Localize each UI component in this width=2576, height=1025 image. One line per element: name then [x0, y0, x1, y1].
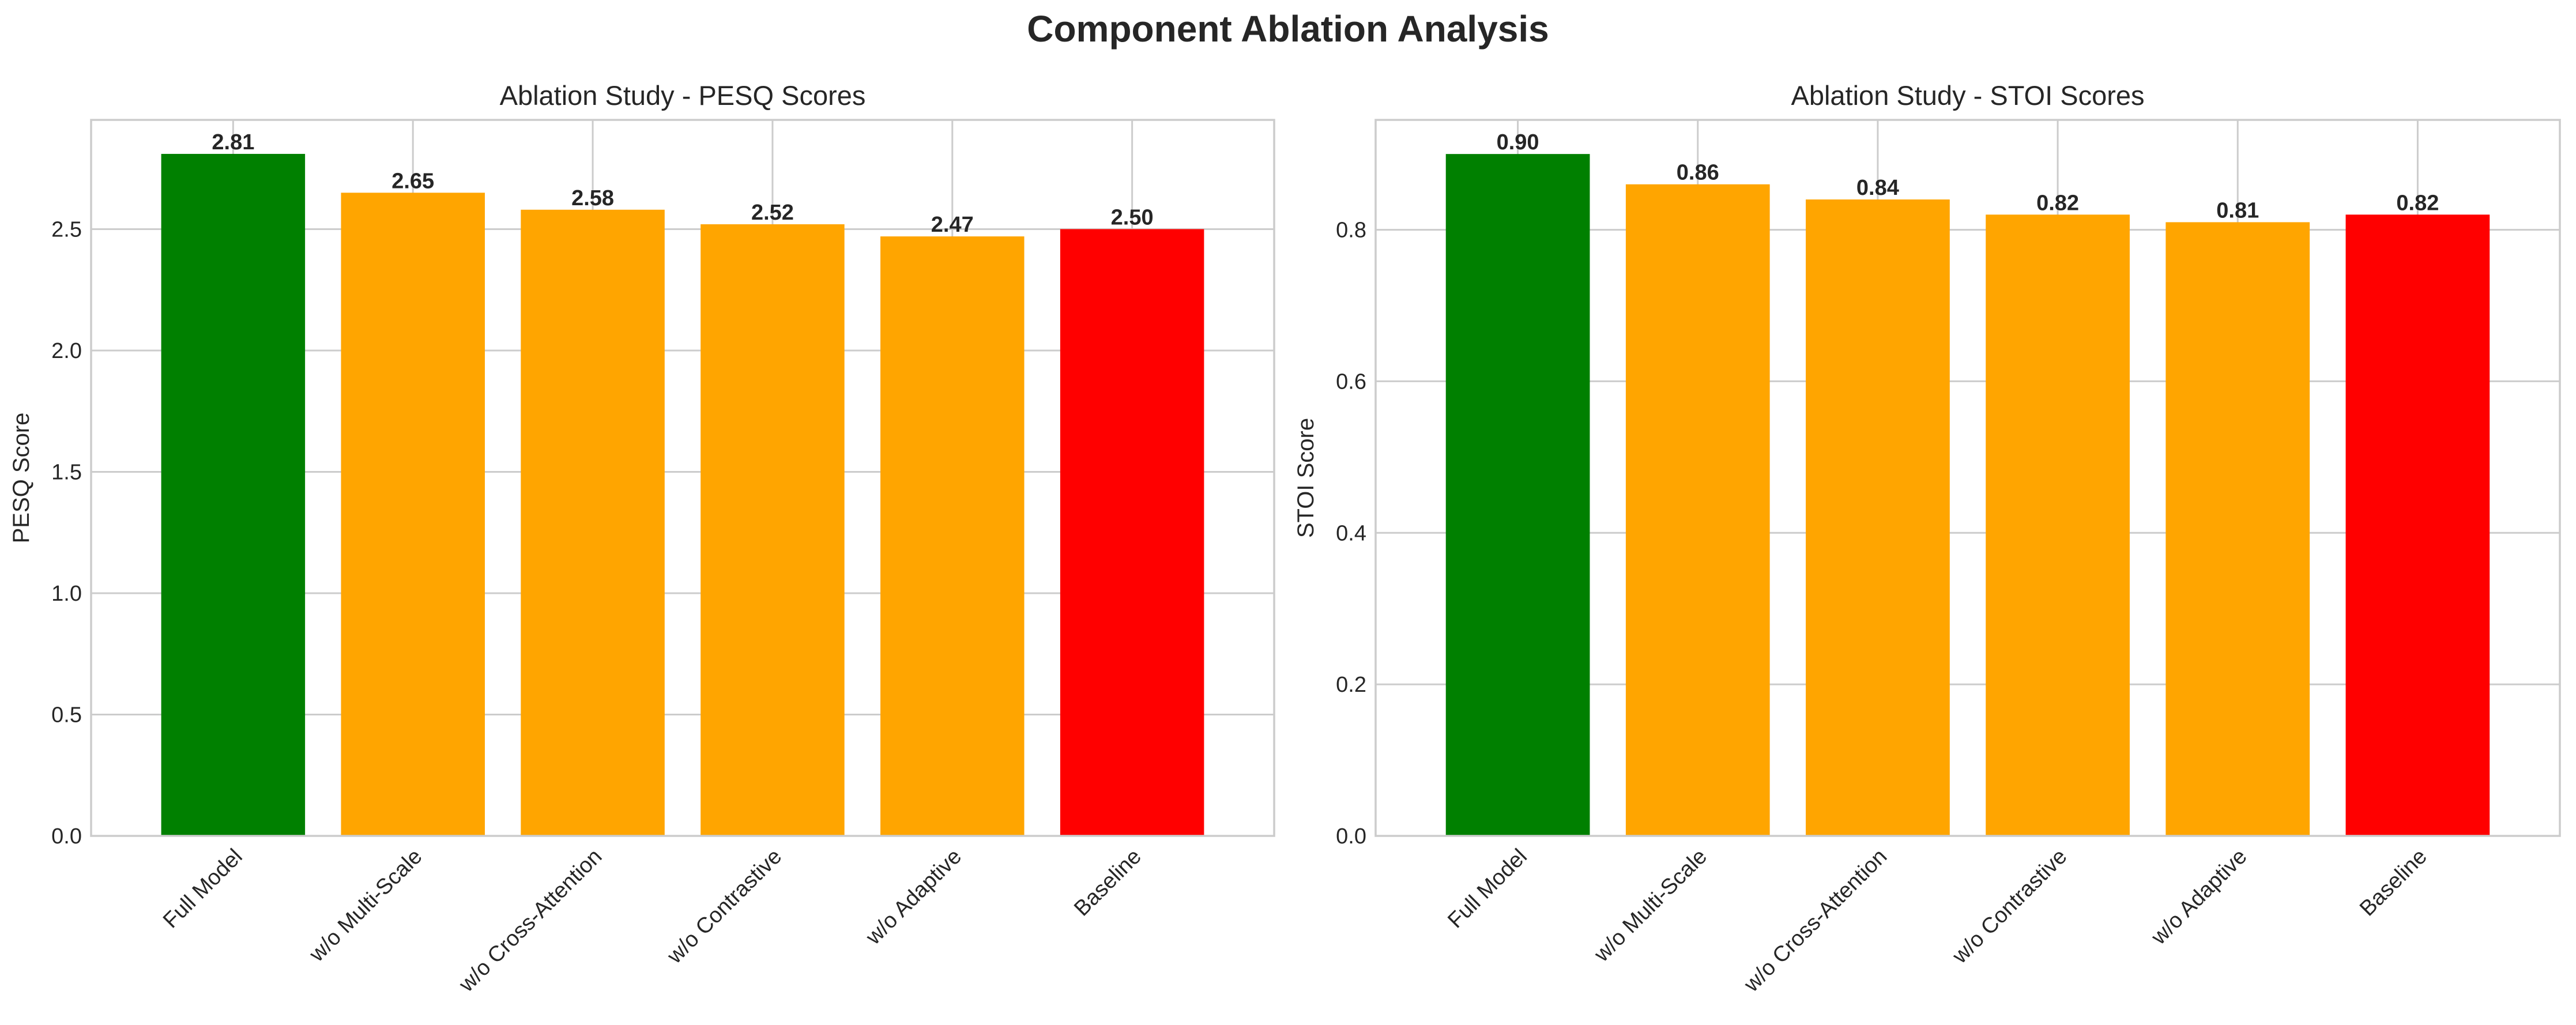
data-label: 0.84	[1856, 176, 1899, 200]
data-label: 0.90	[1497, 130, 1539, 154]
bar-pesq-0	[161, 153, 306, 836]
x-tick-label: Baseline	[2355, 845, 2432, 921]
y-tick-label: 0.6	[1336, 370, 1366, 394]
bar-stoi-3	[1986, 214, 2130, 836]
axes-frame	[90, 119, 1275, 837]
chart-title: Ablation Study - STOI Scores	[1791, 80, 2144, 111]
chart-title: Ablation Study - PESQ Scores	[500, 80, 866, 111]
data-label: 2.81	[212, 130, 254, 154]
bar-stoi-5	[2345, 214, 2490, 836]
data-label: 0.82	[2036, 191, 2079, 215]
x-tick-label: w/o Cross-Attention	[1739, 845, 1892, 997]
data-label: 2.58	[571, 186, 614, 210]
y-tick-label: 1.5	[51, 460, 82, 484]
x-tick-label: w/o Cross-Attention	[454, 845, 607, 997]
x-tick-label: w/o Multi-Scale	[1590, 845, 1712, 967]
bar-pesq-3	[701, 224, 845, 836]
data-label: 0.86	[1677, 161, 1719, 185]
y-tick-label: 0.0	[1336, 824, 1366, 849]
y-tick-label: 0.2	[1336, 673, 1366, 697]
x-tick-label: Full Model	[159, 845, 247, 933]
x-tick-label: Baseline	[1069, 845, 1146, 921]
y-tick-label: 1.0	[51, 582, 82, 606]
bar-pesq-5	[1060, 229, 1204, 836]
data-label: 2.65	[391, 169, 434, 193]
bar-pesq-1	[341, 193, 485, 836]
axes-frame	[1374, 119, 2561, 837]
chart-pesq: 0.0 0.5 1.0 1.5 2.0 2.5 2.81 2.65 2.58 2.52 2.47 2.…	[9, 80, 1275, 997]
y-tick-label: 2.5	[51, 217, 82, 242]
data-label: 0.82	[2396, 191, 2439, 215]
bar-stoi-0	[1445, 154, 1590, 836]
y-tick-label: 0.8	[1336, 218, 1366, 243]
x-tick-label: Full Model	[1443, 845, 1532, 933]
data-label: 0.81	[2216, 198, 2259, 223]
x-tick-label: w/o Multi-Scale	[304, 845, 427, 967]
data-label: 2.52	[751, 201, 794, 225]
y-axis-label: PESQ Score	[9, 413, 34, 544]
y-tick-label: 0.5	[51, 703, 82, 727]
x-tick-label: w/o Contrastive	[662, 845, 787, 969]
x-tick-label: w/o Contrastive	[1948, 845, 2072, 969]
x-tick-label: w/o Adaptive	[861, 845, 966, 950]
y-tick-label: 0.4	[1336, 521, 1366, 545]
figure-title: Component Ablation Analysis	[1027, 8, 1549, 50]
bar-stoi-2	[1806, 199, 1950, 836]
y-tick-label: 0.0	[51, 824, 82, 849]
chart-stoi: 0.0 0.2 0.4 0.6 0.8 0.90 0.86 0.84 0.82 0.81 0.82 F…	[1293, 80, 2561, 997]
x-tick-label: w/o Adaptive	[2146, 845, 2252, 950]
bar-stoi-4	[2166, 222, 2310, 836]
bar-pesq-2	[521, 209, 665, 836]
y-axis-label: STOI Score	[1293, 418, 1319, 538]
bar-stoi-1	[1625, 184, 1770, 836]
data-label: 2.47	[931, 213, 974, 237]
bar-pesq-4	[880, 236, 1025, 836]
y-tick-label: 2.0	[51, 339, 82, 363]
data-label: 2.50	[1111, 205, 1154, 229]
